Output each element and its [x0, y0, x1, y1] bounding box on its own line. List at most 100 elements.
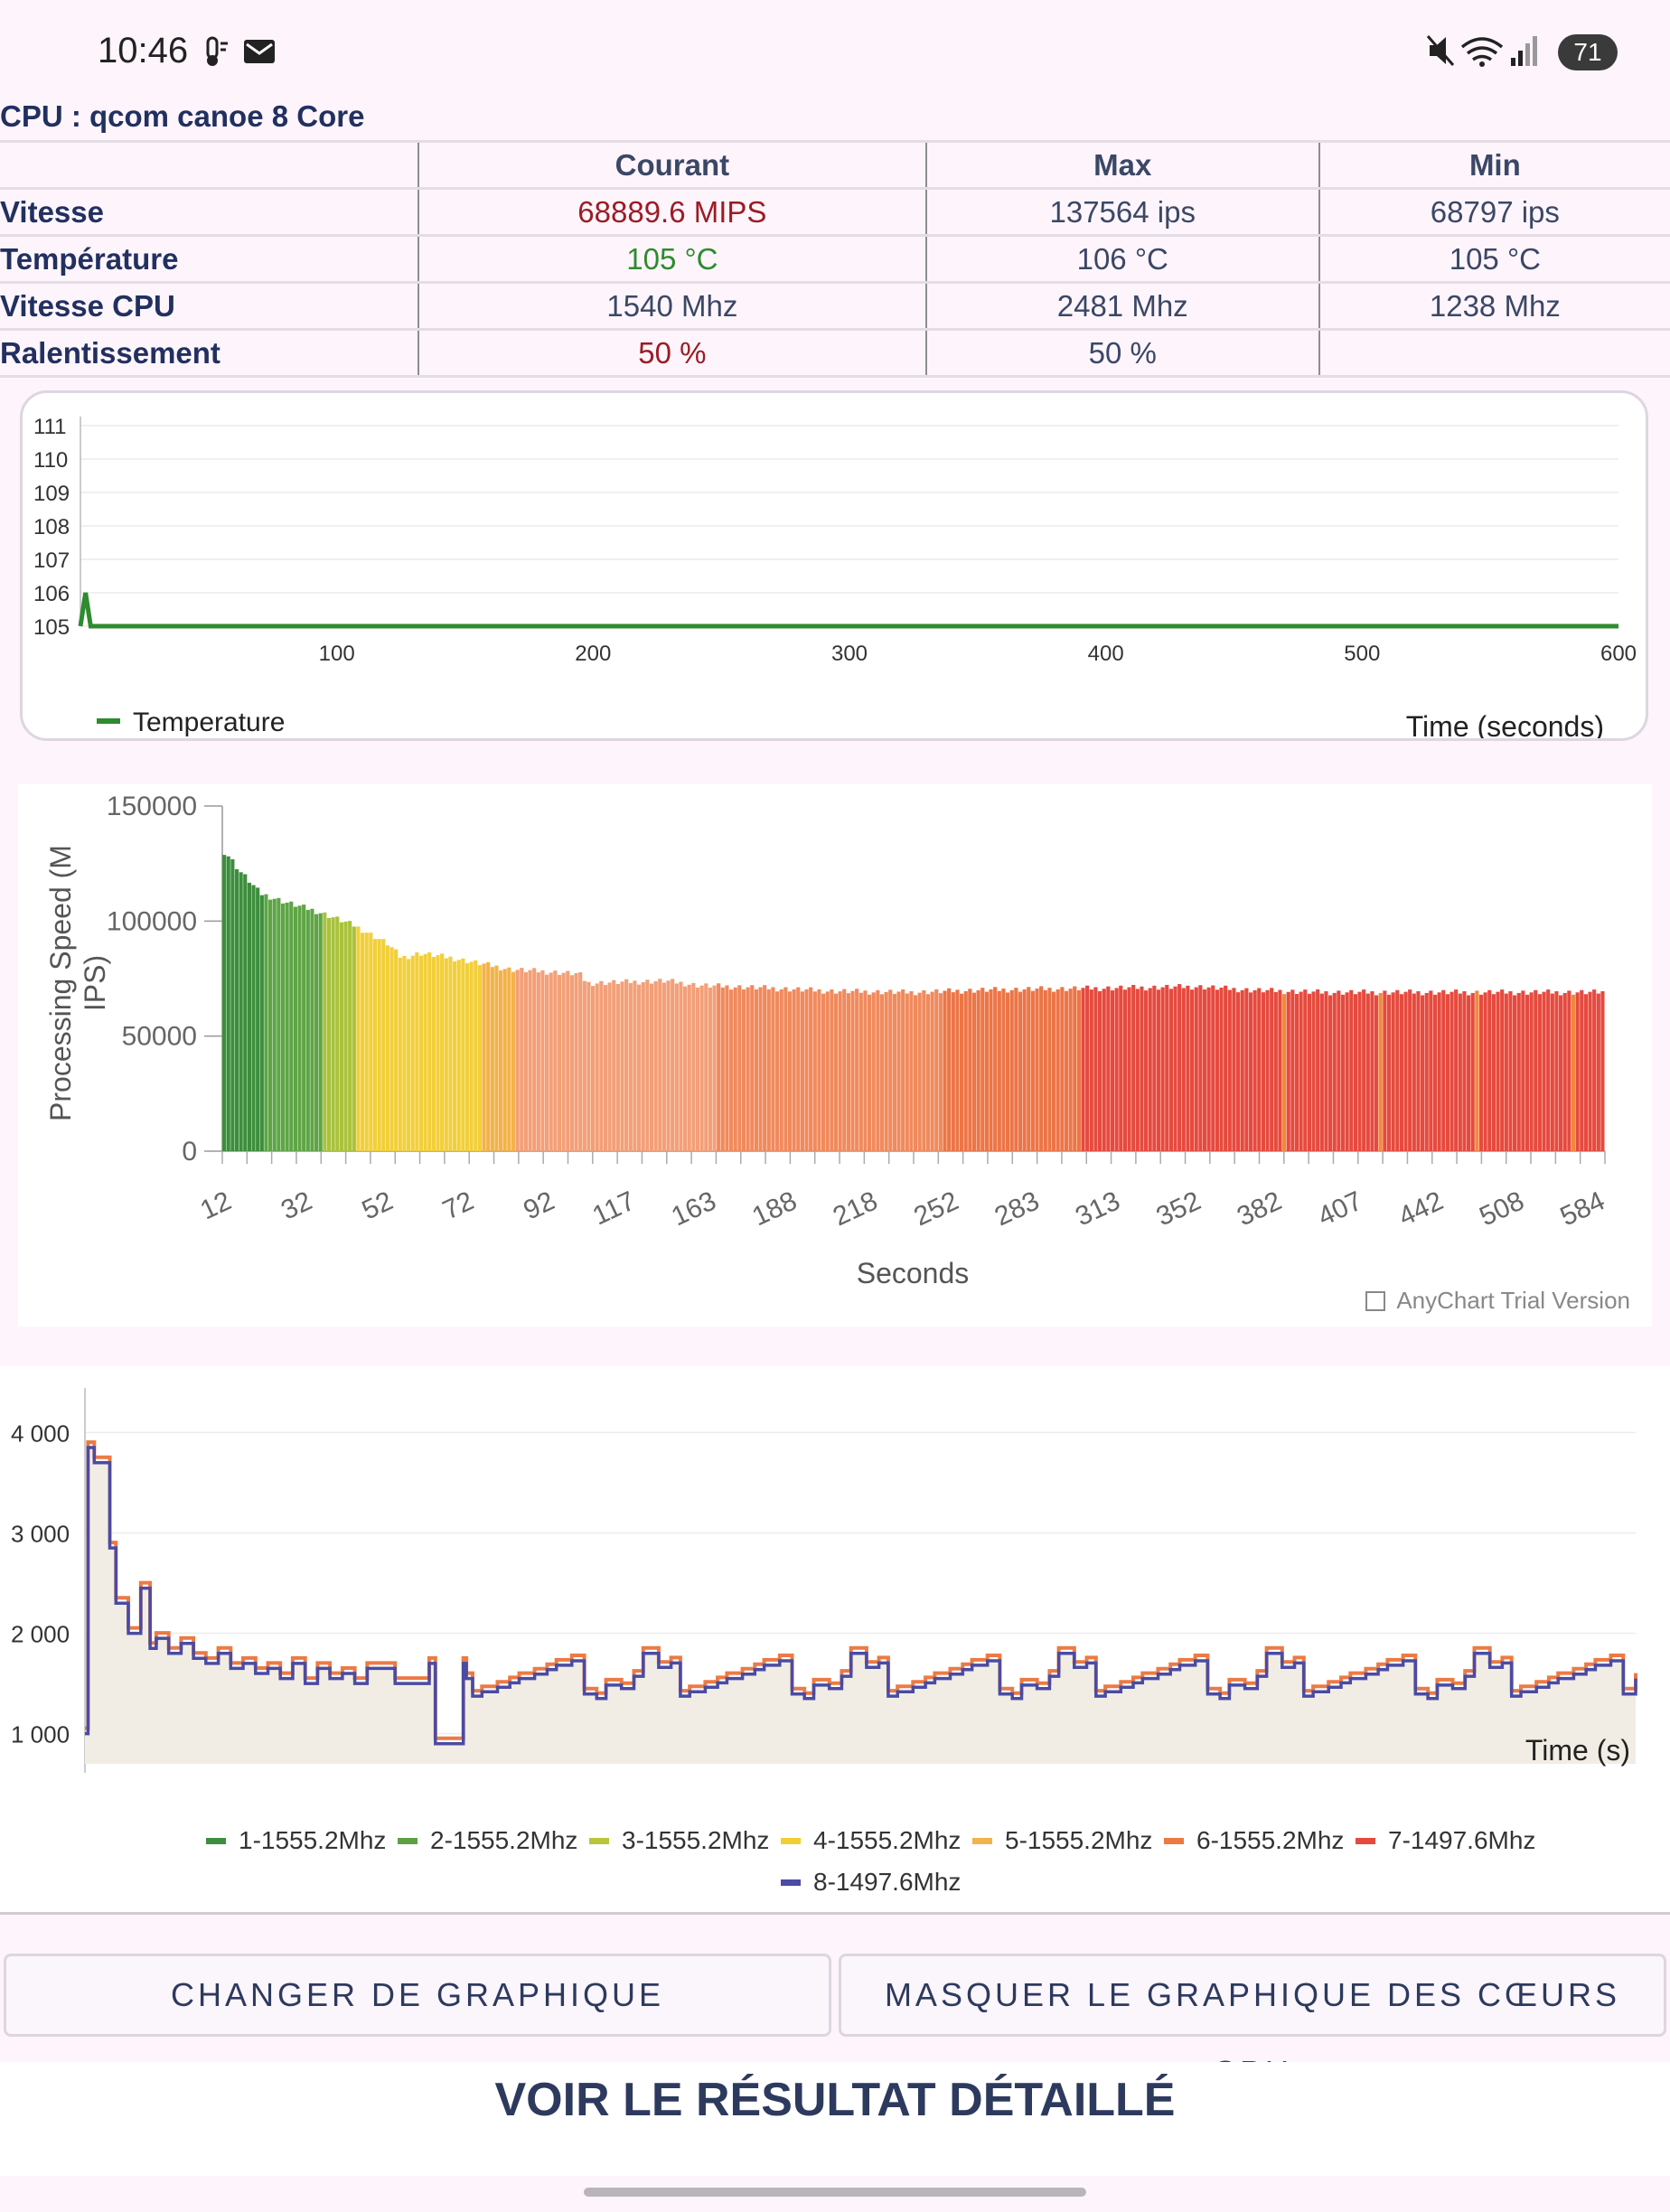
y-tick-label: 109 — [33, 482, 70, 506]
speed-bar — [666, 980, 671, 1151]
speed-bar — [868, 994, 872, 1151]
speed-bar — [1102, 989, 1106, 1151]
speed-bar — [1073, 986, 1077, 1151]
speed-bar — [1567, 990, 1571, 1151]
speed-bar — [1583, 994, 1588, 1151]
speed-bar — [1487, 989, 1492, 1151]
speed-bar — [917, 992, 922, 1151]
speed-bar — [1500, 989, 1505, 1151]
speed-bar — [955, 989, 960, 1151]
x-tick-label: 100 — [319, 642, 355, 666]
speed-bar — [1282, 994, 1287, 1151]
speed-bar — [415, 952, 419, 1151]
speed-bar — [461, 958, 465, 1151]
legend-marker — [1356, 1838, 1375, 1844]
speed-bar — [1311, 991, 1316, 1151]
speed-bar — [264, 894, 268, 1151]
detailed-result-button[interactable]: VOIR LE RÉSULTAT DÉTAILLÉ — [0, 2062, 1670, 2176]
speed-bar — [243, 874, 248, 1151]
speed-bar — [1261, 992, 1265, 1151]
speed-bar — [1424, 992, 1429, 1151]
speed-bar — [725, 985, 729, 1151]
x-tick-label: 92 — [519, 1186, 558, 1225]
speed-bar — [377, 939, 381, 1151]
hide-cores-chart-button[interactable]: MASQUER LE GRAPHIQUE DES CŒURS CPU — [839, 1954, 1666, 2091]
speed-bar — [930, 991, 934, 1151]
speed-bar — [394, 949, 399, 1151]
x-tick-label: 352 — [1152, 1186, 1206, 1232]
speed-bar — [226, 856, 230, 1151]
speed-bar — [1462, 991, 1467, 1151]
speed-bar — [410, 955, 415, 1151]
speed-bar — [297, 905, 302, 1151]
speed-bar — [892, 993, 896, 1151]
speed-bar — [364, 933, 369, 1151]
speed-bar — [1596, 993, 1600, 1151]
speed-bar — [1140, 986, 1144, 1151]
speed-bar — [925, 994, 931, 1151]
speed-bar — [909, 990, 914, 1151]
speed-bar — [938, 993, 943, 1151]
speed-bar — [352, 926, 356, 1151]
speed-bar — [1270, 988, 1274, 1151]
speed-bar — [951, 992, 955, 1151]
speed-bar — [720, 987, 725, 1151]
speed-bar — [628, 982, 633, 1151]
table-row: Ralentissement 50 % 50 % — [0, 328, 1670, 378]
speed-bar — [758, 987, 763, 1151]
speed-bar — [591, 986, 596, 1151]
speed-bar — [830, 989, 834, 1151]
speed-bar — [821, 993, 826, 1151]
x-tick-label: 163 — [667, 1186, 720, 1232]
status-bar: 10:46 — [0, 0, 1670, 99]
speed-bar — [1131, 985, 1136, 1151]
speed-bar — [809, 987, 813, 1151]
speed-bar — [335, 916, 340, 1151]
speed-bar — [1429, 990, 1433, 1151]
cell-max: 50 % — [924, 328, 1319, 378]
speed-bar — [1224, 985, 1228, 1151]
cell-max: 106 °C — [924, 234, 1319, 283]
x-tick-label: 72 — [438, 1186, 478, 1225]
speed-bar — [1110, 990, 1115, 1151]
speed-bar — [277, 897, 281, 1151]
speed-bar — [507, 967, 511, 1151]
speed-bar — [876, 989, 880, 1151]
speed-bar — [683, 986, 688, 1151]
speed-bar — [787, 991, 793, 1151]
speed-bar — [1458, 993, 1462, 1151]
change-chart-button[interactable]: CHANGER DE GRAPHIQUE — [4, 1954, 831, 2037]
speed-bar — [771, 987, 775, 1151]
processing-speed-chart: 0 50000 100000 150000 Processing Speed (M IPS… — [44, 792, 1630, 1314]
speed-bar — [812, 991, 817, 1151]
speed-bar — [997, 990, 1001, 1151]
chart-watermark: AnyChart Trial Version — [1396, 1287, 1630, 1314]
temperature-chart-card: 105 106 107 108 109 110 111 100 200 300 400 500 600 T… — [20, 390, 1648, 743]
speed-bar — [737, 985, 742, 1151]
legend-marker — [781, 1838, 801, 1844]
speed-bar — [1521, 990, 1525, 1151]
speed-bar — [1542, 991, 1546, 1151]
cores-area-fill — [85, 1448, 1636, 1764]
speed-bar — [520, 968, 524, 1151]
home-indicator[interactable] — [584, 2188, 1086, 2197]
x-tick-label: 218 — [829, 1186, 882, 1232]
header-max: Max — [924, 140, 1319, 189]
speed-bar — [1273, 991, 1278, 1151]
legend-label: 1-1555.2Mhz — [239, 1826, 386, 1854]
speed-bar — [1014, 988, 1018, 1151]
processing-speed-chart-card: 0 50000 100000 150000 Processing Speed (M IPS… — [18, 784, 1652, 1326]
speed-bar — [222, 855, 227, 1151]
speed-bar — [603, 985, 608, 1151]
battery-indicator: 71 — [1558, 34, 1618, 70]
speed-bar — [1529, 992, 1534, 1151]
speed-bar — [1332, 992, 1337, 1151]
speed-bar — [536, 972, 540, 1151]
speed-bar — [566, 970, 570, 1151]
speed-bar — [1399, 994, 1403, 1151]
speed-bar — [1165, 984, 1169, 1151]
status-time: 10:46 — [98, 31, 189, 70]
speed-bar — [637, 984, 642, 1151]
speed-bar — [1027, 987, 1031, 1151]
speed-bar — [1416, 991, 1421, 1151]
